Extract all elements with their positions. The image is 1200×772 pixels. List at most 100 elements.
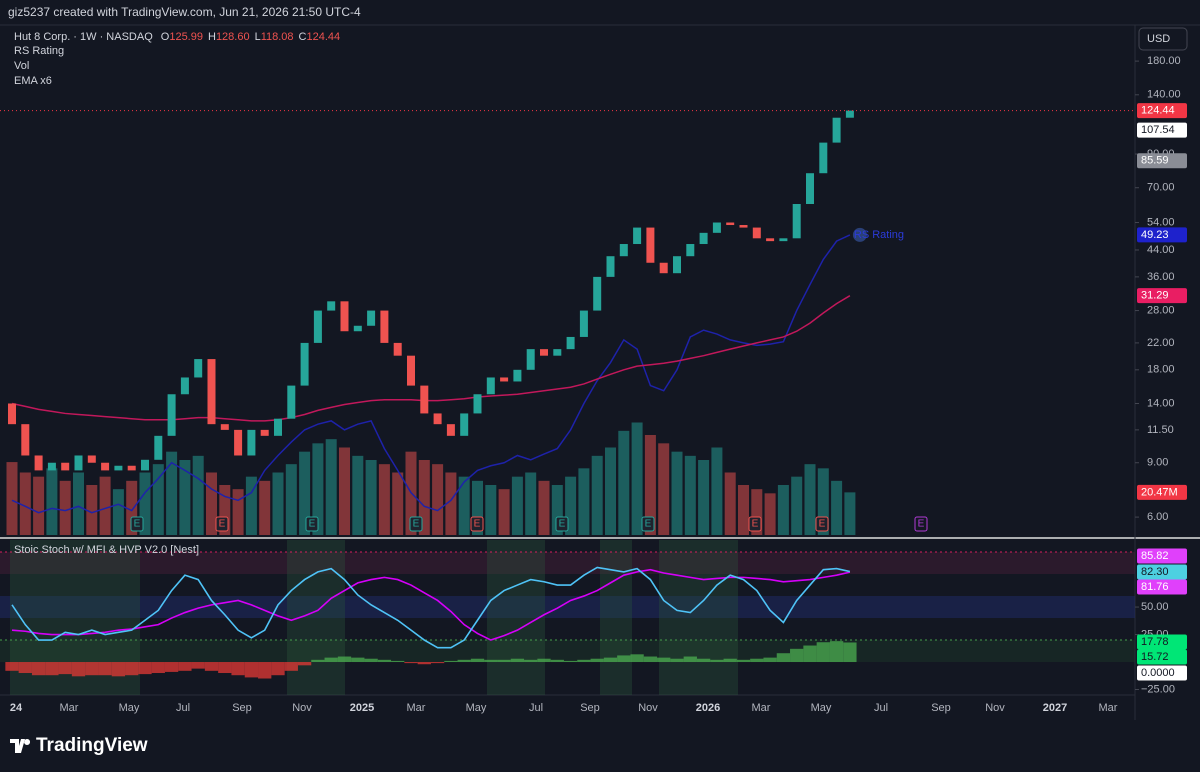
candle-body <box>47 462 56 471</box>
hvp-bar <box>164 662 179 672</box>
price-tag-label: 31.29 <box>1141 290 1169 302</box>
ohlc-key: H <box>208 31 216 43</box>
hvp-bar <box>311 659 325 663</box>
candle-body <box>646 227 655 263</box>
y-tick-label: 50.00 <box>1141 601 1169 613</box>
volume-bar <box>312 443 324 535</box>
y-tick-label: 28.00 <box>1147 304 1175 316</box>
candle-body <box>845 110 854 118</box>
hvp-bar <box>510 658 525 663</box>
earnings-badge <box>215 516 229 532</box>
earnings-badge <box>555 516 569 532</box>
volume-bar <box>139 472 151 535</box>
candle-body <box>739 225 748 228</box>
credit: giz5237 created with TradingView.com, Ju… <box>8 5 361 19</box>
hvp-bar <box>417 662 431 665</box>
candle-body <box>606 256 615 277</box>
hvp-bar <box>391 660 405 663</box>
y-tick-label: 22.00 <box>1147 337 1175 349</box>
zone <box>487 540 545 695</box>
y-tick-label: 44.00 <box>1147 244 1175 256</box>
price-tag <box>1137 484 1187 500</box>
price-tag-label: 15.72 <box>1141 651 1169 663</box>
volume-bar <box>751 489 763 535</box>
volume-bar <box>299 451 311 535</box>
volume-bar <box>272 472 284 535</box>
volume-bar <box>578 468 590 535</box>
rs-label: RS Rating <box>854 229 904 241</box>
hvp-bar <box>670 658 684 663</box>
volume-bar <box>99 476 111 535</box>
candle-body <box>420 385 429 414</box>
candle-body <box>832 117 841 143</box>
volume-bar <box>738 485 749 535</box>
earnings-badge <box>409 516 423 532</box>
brand: TradingView <box>36 735 148 756</box>
candle-body <box>260 429 269 436</box>
candle-body <box>101 462 110 471</box>
hvp-bar <box>710 659 724 663</box>
hvp-bar <box>178 662 192 671</box>
hvp-bar <box>843 642 857 663</box>
candle-body <box>686 244 695 257</box>
hvp-bar <box>5 662 19 671</box>
volume-bar <box>432 464 444 535</box>
ohlc-value: 128.60 <box>216 31 250 43</box>
volume-bar <box>19 472 31 535</box>
earnings-badge <box>305 516 319 532</box>
hvp-bar <box>351 657 365 663</box>
volume-bar <box>511 476 523 535</box>
hvp-bar <box>191 662 205 669</box>
hvp-bar <box>244 662 259 678</box>
earnings-label: E <box>309 519 316 530</box>
candle-body <box>220 424 229 430</box>
y-tick-label: 140.00 <box>1147 89 1181 101</box>
candle-body <box>553 349 562 356</box>
hvp-bar <box>803 645 817 663</box>
y-tick-label: 6.00 <box>1147 511 1168 523</box>
volume-bar <box>418 460 430 535</box>
price-tag-label: 107.54 <box>1141 124 1175 136</box>
x-tick-label: Mar <box>1099 702 1118 714</box>
candle-body <box>460 413 469 436</box>
candle-body <box>114 465 123 471</box>
price-tag <box>1137 564 1187 580</box>
volume-bar <box>631 422 643 535</box>
candle-body <box>8 403 16 425</box>
candle-body <box>87 455 96 463</box>
currency-button[interactable] <box>1138 27 1188 51</box>
candle-body <box>766 238 775 242</box>
price-tag-label: 20.47M <box>1141 486 1178 498</box>
y-tick-label: 180.00 <box>1147 55 1181 67</box>
candle-body <box>74 455 83 471</box>
candle-body <box>127 465 136 471</box>
earnings-label: E <box>474 519 481 530</box>
zone <box>287 540 345 695</box>
volume-bar <box>245 476 257 535</box>
hvp-bar <box>457 659 471 663</box>
candle-body <box>300 342 309 386</box>
x-tick-label: Sep <box>931 702 951 714</box>
price-tag <box>1137 634 1187 650</box>
candle-body <box>659 262 668 274</box>
hvp-bar <box>497 659 511 663</box>
volume-bar <box>339 447 350 535</box>
volume-bar <box>73 472 84 535</box>
candle-body <box>167 394 176 436</box>
x-tick-label: 2026 <box>696 702 720 714</box>
price-tag <box>1137 649 1187 665</box>
y-tick-label: 18.00 <box>1147 364 1175 376</box>
indicator: Vol <box>14 60 29 72</box>
candle-body <box>433 413 442 425</box>
symbol: Hut 8 Corp. · 1W · NASDAQ <box>14 31 153 43</box>
price-tag <box>1137 665 1187 681</box>
currency[interactable]: USD <box>1147 33 1170 45</box>
price-tag <box>1137 288 1187 304</box>
hvp-bar <box>138 662 152 675</box>
hvp-bar <box>258 662 272 679</box>
volume-bar <box>684 455 696 535</box>
hvp-bar <box>484 659 498 663</box>
ob-band <box>0 552 1135 574</box>
price-tag-label: 0.0000 <box>1141 667 1175 679</box>
